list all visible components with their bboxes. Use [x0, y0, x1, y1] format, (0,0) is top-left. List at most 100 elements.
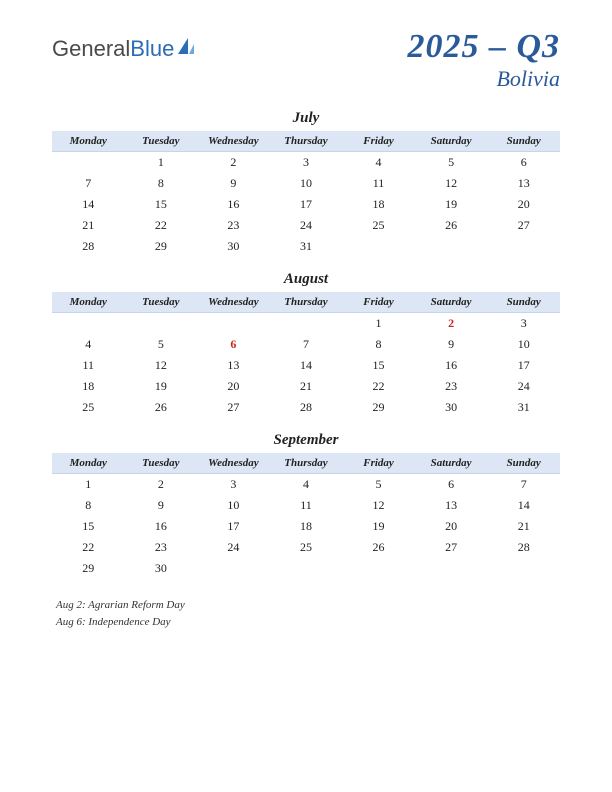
day-cell: 5	[415, 152, 488, 174]
day-cell: 13	[197, 355, 270, 376]
day-cell: 15	[342, 355, 415, 376]
day-cell: 30	[197, 236, 270, 257]
day-header: Saturday	[415, 453, 488, 474]
month-name: September	[52, 432, 560, 449]
day-cell: 27	[415, 537, 488, 558]
day-cell: 6	[487, 152, 560, 174]
day-cell: 15	[52, 516, 125, 537]
day-cell: 5	[342, 474, 415, 496]
day-cell: 20	[415, 516, 488, 537]
day-cell: 11	[342, 173, 415, 194]
day-cell: 19	[415, 194, 488, 215]
table-row: 78910111213	[52, 173, 560, 194]
day-header: Tuesday	[125, 453, 198, 474]
day-cell: 4	[342, 152, 415, 174]
day-cell: 21	[270, 376, 343, 397]
day-cell: 9	[415, 334, 488, 355]
calendar-container: July MondayTuesdayWednesdayThursdayFriday…	[52, 110, 560, 579]
table-row: 123456	[52, 152, 560, 174]
day-cell: 16	[125, 516, 198, 537]
day-header: Friday	[342, 453, 415, 474]
day-cell: 18	[342, 194, 415, 215]
table-row: 1234567	[52, 474, 560, 496]
day-cell: 10	[487, 334, 560, 355]
day-cell: 24	[197, 537, 270, 558]
day-cell: 26	[415, 215, 488, 236]
day-cell: 28	[487, 537, 560, 558]
day-cell: 31	[270, 236, 343, 257]
day-cell: 22	[342, 376, 415, 397]
day-cell: 9	[125, 495, 198, 516]
day-cell: 26	[125, 397, 198, 418]
calendar-table: MondayTuesdayWednesdayThursdayFridaySatu…	[52, 453, 560, 579]
day-cell: 7	[270, 334, 343, 355]
day-cell	[415, 558, 488, 579]
day-cell: 8	[52, 495, 125, 516]
day-cell	[342, 558, 415, 579]
day-cell: 14	[270, 355, 343, 376]
month-block: AugustMondayTuesdayWednesdayThursdayFrid…	[52, 271, 560, 418]
table-row: 45678910	[52, 334, 560, 355]
day-cell: 25	[52, 397, 125, 418]
day-header: Saturday	[415, 131, 488, 152]
day-cell: 27	[487, 215, 560, 236]
day-cell: 2	[197, 152, 270, 174]
day-cell: 1	[125, 152, 198, 174]
day-cell: 28	[52, 236, 125, 257]
day-cell: 10	[197, 495, 270, 516]
day-cell: 18	[270, 516, 343, 537]
day-cell: 25	[342, 215, 415, 236]
table-row: 2930	[52, 558, 560, 579]
day-cell: 22	[52, 537, 125, 558]
day-header: Saturday	[415, 292, 488, 313]
day-cell: 18	[52, 376, 125, 397]
day-cell: 23	[415, 376, 488, 397]
day-cell: 21	[52, 215, 125, 236]
day-cell: 27	[197, 397, 270, 418]
table-row: 11121314151617	[52, 355, 560, 376]
day-cell: 13	[487, 173, 560, 194]
holiday-list: Aug 2: Agrarian Reform DayAug 6: Indepen…	[52, 597, 560, 630]
holiday-entry: Aug 6: Independence Day	[56, 614, 560, 631]
logo-text-2: Blue	[130, 36, 174, 62]
day-header: Monday	[52, 131, 125, 152]
logo-sail-icon	[176, 36, 196, 62]
month-name: July	[52, 110, 560, 127]
day-cell: 8	[342, 334, 415, 355]
month-block: JulyMondayTuesdayWednesdayThursdayFriday…	[52, 110, 560, 257]
day-cell: 12	[342, 495, 415, 516]
day-cell: 17	[270, 194, 343, 215]
day-cell: 7	[52, 173, 125, 194]
day-header: Friday	[342, 292, 415, 313]
day-header: Friday	[342, 131, 415, 152]
day-cell: 2	[415, 313, 488, 335]
day-cell: 3	[487, 313, 560, 335]
day-cell: 25	[270, 537, 343, 558]
holiday-entry: Aug 2: Agrarian Reform Day	[56, 597, 560, 614]
day-cell	[125, 313, 198, 335]
day-cell: 31	[487, 397, 560, 418]
day-cell: 6	[415, 474, 488, 496]
day-cell	[270, 313, 343, 335]
day-cell: 30	[415, 397, 488, 418]
day-cell: 7	[487, 474, 560, 496]
day-cell	[270, 558, 343, 579]
table-row: 15161718192021	[52, 516, 560, 537]
day-cell: 16	[415, 355, 488, 376]
day-cell: 29	[342, 397, 415, 418]
day-cell	[197, 313, 270, 335]
header: GeneralBlue 2025 – Q3 Bolivia	[52, 28, 560, 92]
day-cell: 24	[487, 376, 560, 397]
day-cell: 23	[125, 537, 198, 558]
calendar-table: MondayTuesdayWednesdayThursdayFridaySatu…	[52, 292, 560, 418]
table-row: 18192021222324	[52, 376, 560, 397]
day-cell: 28	[270, 397, 343, 418]
day-cell: 30	[125, 558, 198, 579]
day-cell	[52, 152, 125, 174]
day-cell: 13	[415, 495, 488, 516]
logo-text-1: General	[52, 36, 130, 62]
day-cell: 9	[197, 173, 270, 194]
day-cell: 22	[125, 215, 198, 236]
day-cell: 24	[270, 215, 343, 236]
day-cell: 21	[487, 516, 560, 537]
